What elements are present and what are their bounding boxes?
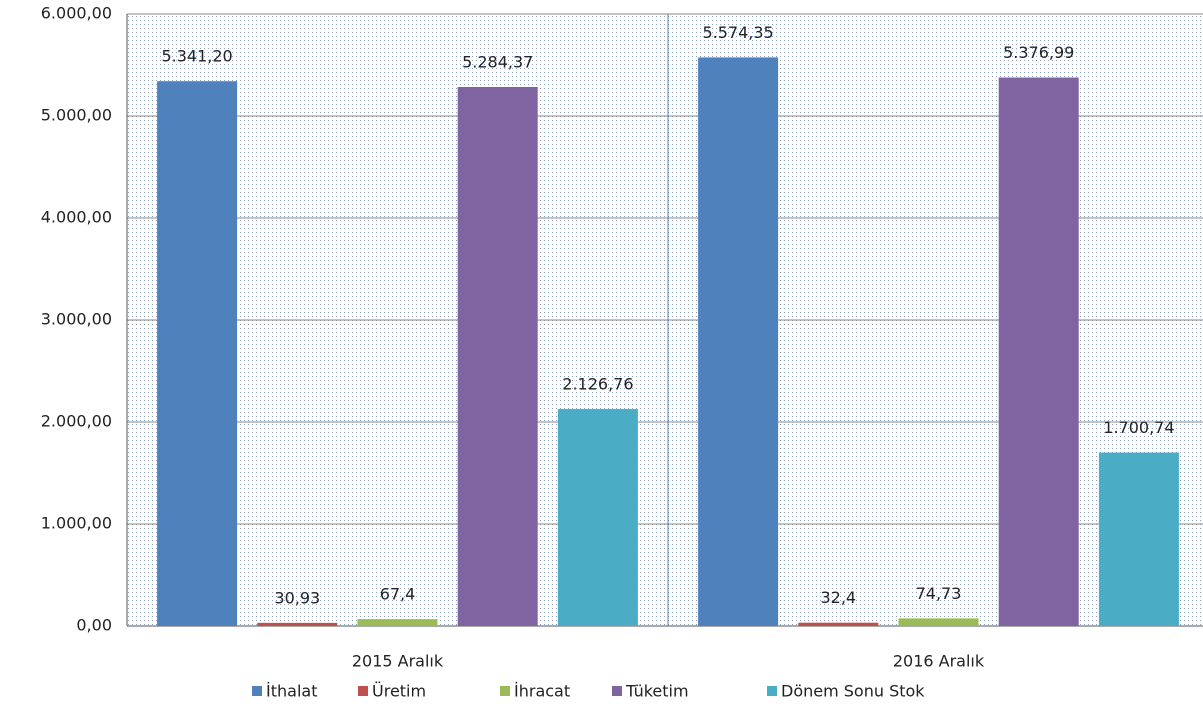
legend-label: İhracat [514, 682, 570, 701]
bar [357, 619, 438, 626]
y-tick-label: 6.000,00 [41, 4, 112, 23]
bar [157, 81, 238, 626]
x-tick-label: 2016 Aralık [893, 652, 985, 671]
x-tick-label: 2015 Aralık [352, 652, 444, 671]
data-label: 5.284,37 [462, 52, 533, 71]
bar [1098, 452, 1179, 626]
legend-swatch [500, 686, 510, 696]
data-label: 67,4 [380, 585, 416, 604]
bar [557, 409, 638, 626]
bar [698, 57, 779, 626]
data-label: 1.700,74 [1103, 418, 1174, 437]
bar [798, 622, 879, 626]
legend-swatch [767, 686, 777, 696]
y-tick-label: 5.000,00 [41, 106, 112, 125]
legend-swatch [252, 686, 262, 696]
data-label: 2.126,76 [562, 375, 633, 394]
y-tick-label: 3.000,00 [41, 310, 112, 329]
data-label: 30,93 [274, 588, 320, 607]
legend-swatch [358, 686, 368, 696]
legend-label: Dönem Sonu Stok [781, 682, 925, 701]
data-label: 5.574,35 [702, 23, 773, 42]
bar [998, 77, 1079, 627]
bar [457, 86, 538, 626]
bar [898, 618, 979, 626]
legend-label: Tüketim [625, 682, 689, 701]
data-label: 5.341,20 [161, 47, 232, 66]
legend-label: Üretim [372, 682, 426, 701]
legend-swatch [612, 686, 622, 696]
data-label: 32,4 [820, 588, 856, 607]
y-tick-label: 4.000,00 [41, 208, 112, 227]
data-label: 5.376,99 [1003, 43, 1074, 62]
legend-label: İthalat [266, 682, 317, 701]
y-tick-label: 0,00 [76, 616, 112, 635]
bar [257, 622, 338, 626]
y-tick-label: 1.000,00 [41, 514, 112, 533]
data-label: 74,73 [916, 584, 962, 603]
y-tick-label: 2.000,00 [41, 412, 112, 431]
